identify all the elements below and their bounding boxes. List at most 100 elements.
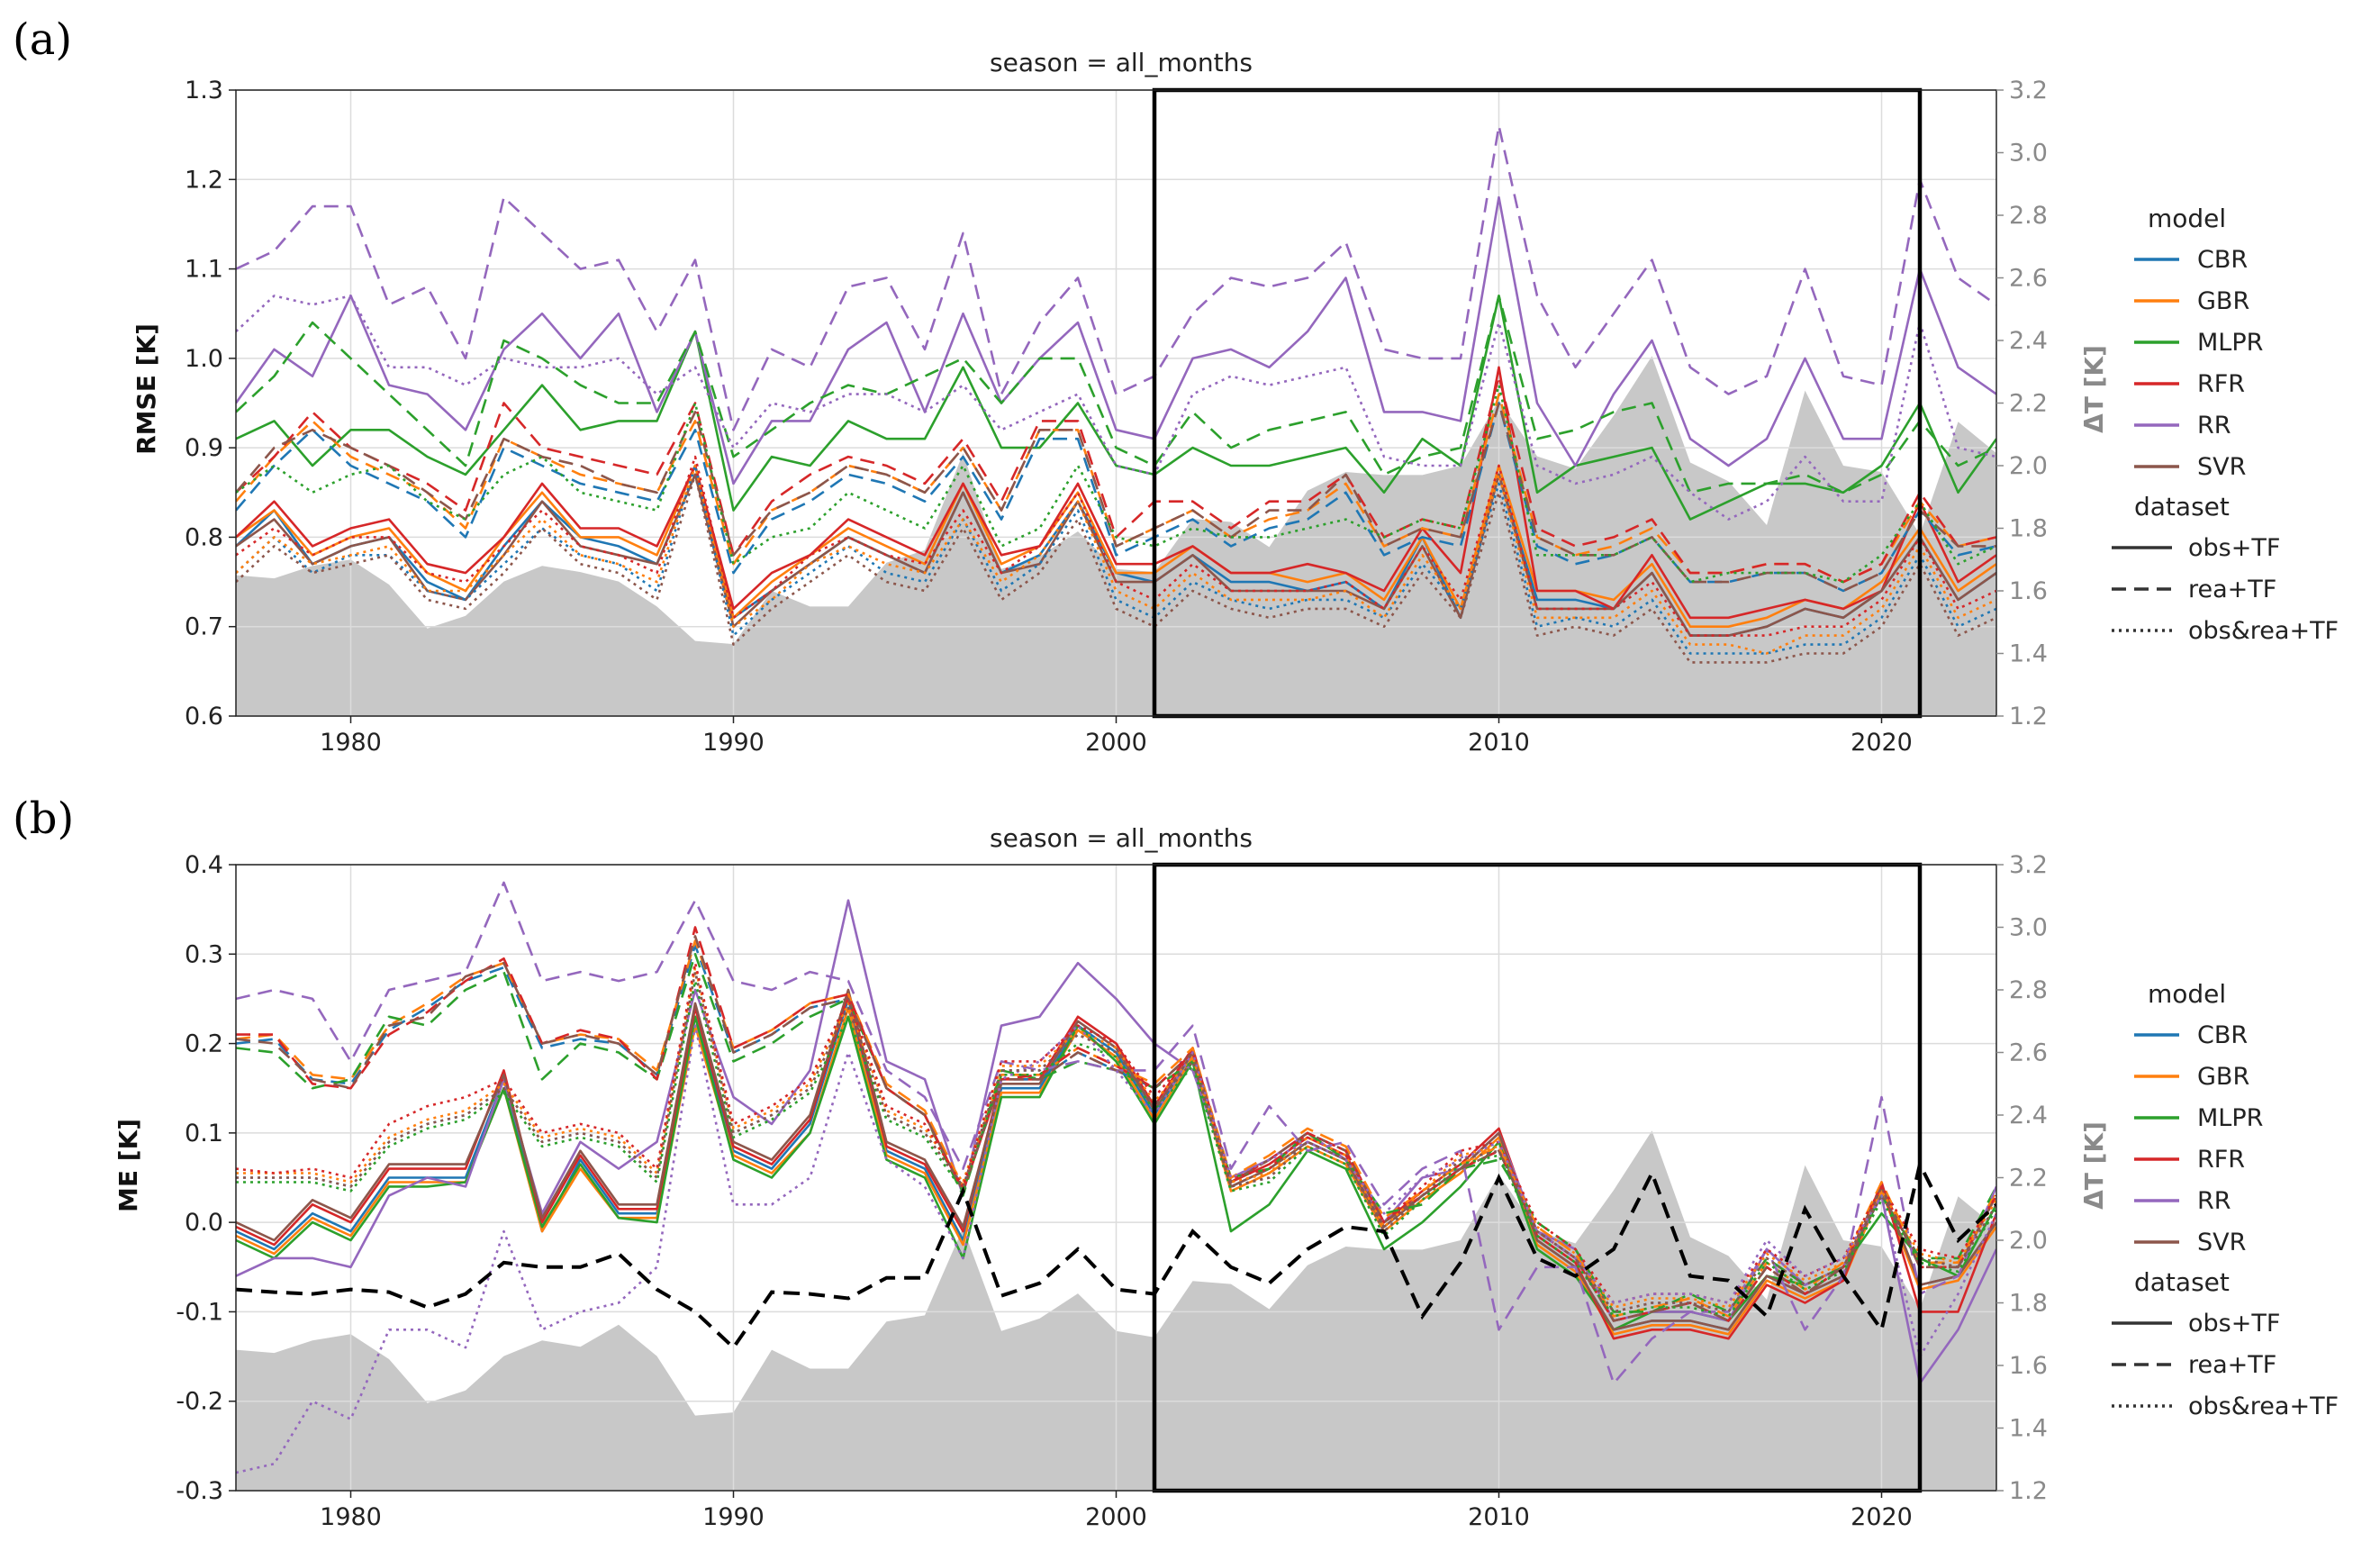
series-svr-obsreatf xyxy=(236,970,1996,1313)
y-tick-label: 0.3 xyxy=(185,940,223,968)
legend-label-dataset: obs+TF xyxy=(2188,534,2280,562)
chart-title-a: season = all_months xyxy=(990,48,1253,77)
series-mlpr-obsreatf xyxy=(236,384,1996,584)
y2-tick-label: 1.4 xyxy=(2009,1415,2048,1443)
series-mlpr-reatf xyxy=(236,295,1996,494)
y2-tick-label: 1.4 xyxy=(2009,640,2048,668)
legend-b: model CBR GBR MLPR RFR RR SVR dataset obs+TF r… xyxy=(2112,979,2339,1420)
y-tick-label: 0.0 xyxy=(185,1209,223,1237)
legend-label-gbr: GBR xyxy=(2197,287,2249,315)
y2-tick-label: 2.8 xyxy=(2009,976,2048,1004)
series-lines-a xyxy=(236,124,1996,664)
y-tick-label: 1.1 xyxy=(185,256,223,284)
legend-label-rr: RR xyxy=(2197,1187,2231,1215)
x-tick-label: 1980 xyxy=(320,1503,382,1531)
y2-tick-label: 1.2 xyxy=(2009,1477,2048,1505)
x-tick-label: 1990 xyxy=(702,1503,765,1531)
series-gbr-obstf xyxy=(236,464,1996,629)
legend-label-rr: RR xyxy=(2197,412,2231,440)
legend-model-title: model xyxy=(2148,204,2226,233)
y2-tick-label: 1.8 xyxy=(2009,515,2048,543)
plot-area-b: -0.3 -0.2 -0.1 0.0 0.1 0.2 0.3 0.4 1.2 1.4 1.6 1.8 2… xyxy=(176,851,2048,1531)
x-tick-label: 2010 xyxy=(1468,1503,1530,1531)
y-tick-label: 0.9 xyxy=(185,434,223,462)
legend-label-cbr: CBR xyxy=(2197,1021,2248,1049)
y-tick-label: 0.2 xyxy=(185,1030,223,1058)
series-cbr-reatf xyxy=(236,402,1996,593)
y-tick-label: 1.0 xyxy=(185,345,223,373)
y-tick-label: 0.7 xyxy=(185,613,223,641)
series-svr-obsreatf xyxy=(236,473,1996,664)
legend-label-rfr: RFR xyxy=(2197,1146,2245,1174)
y-tick-label: -0.1 xyxy=(176,1298,223,1326)
series-lines-b xyxy=(236,881,1996,1474)
x-tick-label: 2020 xyxy=(1851,1503,1913,1531)
y2-tick-label: 2.2 xyxy=(2009,1165,2048,1193)
series-mlpr-obsreatf xyxy=(236,979,1996,1318)
chart-title-b: season = all_months xyxy=(990,823,1253,853)
y-tick-label: -0.3 xyxy=(176,1477,223,1505)
panel-label-b: (b) xyxy=(13,794,74,844)
legend-models: CBR GBR MLPR RFR RR SVR xyxy=(2134,246,2263,481)
y2-tick-label: 3.2 xyxy=(2009,851,2048,879)
series-svr-reatf xyxy=(236,402,1996,593)
legend-models: CBR GBR MLPR RFR RR SVR xyxy=(2134,1021,2263,1256)
y-axis-label-a: RMSE [K] xyxy=(131,323,161,455)
panel-b: (b) season = all_months ME [K] ΔT [K] -0… xyxy=(13,794,2109,1531)
y2-tick-label: 2.0 xyxy=(2009,452,2048,480)
y-tick-label: 0.1 xyxy=(185,1120,223,1147)
legend-label-mlpr: MLPR xyxy=(2197,329,2263,357)
y2-axis-label-a: ΔT [K] xyxy=(2079,345,2109,433)
legend-model-title: model xyxy=(2148,979,2226,1009)
y2-tick-label: 2.8 xyxy=(2009,202,2048,230)
y-axis-label-b: ME [K] xyxy=(113,1119,143,1212)
y2-tick-label: 2.2 xyxy=(2009,390,2048,418)
series-gbr-obsreatf xyxy=(236,464,1996,655)
y-tick-label: -0.2 xyxy=(176,1388,223,1416)
legend-a: model CBR GBR MLPR RFR RR SVR dataset obs+TF r… xyxy=(2112,204,2339,645)
legend-label-rfr: RFR xyxy=(2197,370,2245,398)
series-mlpr-obstf xyxy=(236,295,1996,521)
legend-dataset-title: dataset xyxy=(2134,492,2230,522)
series-svr-reatf xyxy=(236,935,1996,1322)
series-rfr-obsreatf xyxy=(236,961,1996,1304)
plot-area-a: 0.6 0.7 0.8 0.9 1.0 1.1 1.2 1.3 1.2 1.4 1.6 1.8 2.0 2… xyxy=(185,77,2048,757)
reference-line xyxy=(236,1158,1996,1351)
legend-label-dataset: rea+TF xyxy=(2188,576,2276,603)
legend-label-cbr: CBR xyxy=(2197,246,2248,274)
panel-label-a: (a) xyxy=(13,14,72,65)
y2-tick-label: 2.6 xyxy=(2009,1039,2048,1067)
y-tick-label: 1.2 xyxy=(185,166,223,194)
legend-datasets: obs+TF rea+TF obs&rea+TF xyxy=(2112,534,2339,645)
legend-label-svr: SVR xyxy=(2197,453,2246,481)
legend-label-mlpr: MLPR xyxy=(2197,1104,2263,1132)
y2-tick-label: 2.0 xyxy=(2009,1227,2048,1255)
series-gbr-obsreatf xyxy=(236,966,1996,1309)
legend-label-dataset: obs&rea+TF xyxy=(2188,1392,2339,1420)
y2-tick-label: 2.4 xyxy=(2009,327,2048,355)
series-rfr-obsreatf xyxy=(236,455,1996,637)
y2-tick-label: 3.2 xyxy=(2009,77,2048,104)
y2-tick-label: 3.0 xyxy=(2009,914,2048,942)
y2-axis-label-b: ΔT [K] xyxy=(2079,1121,2109,1210)
legend-label-dataset: obs&rea+TF xyxy=(2188,617,2339,645)
y-tick-label: 0.8 xyxy=(185,523,223,551)
y-tick-label: 1.3 xyxy=(185,77,223,104)
y2-tick-label: 3.0 xyxy=(2009,140,2048,168)
x-tick-label: 2010 xyxy=(1468,729,1530,757)
legend-label-svr: SVR xyxy=(2197,1229,2246,1256)
y-tick-label: 0.6 xyxy=(185,703,223,730)
y2-tick-label: 1.6 xyxy=(2009,1352,2048,1380)
legend-dataset-title: dataset xyxy=(2134,1267,2230,1297)
series-rr-obstf xyxy=(236,195,1996,485)
y-tick-label: 0.4 xyxy=(185,851,223,879)
panel-a: (a) season = all_months RMSE [K] ΔT [K] … xyxy=(13,14,2109,757)
x-tick-label: 1990 xyxy=(702,729,765,757)
legend-label-gbr: GBR xyxy=(2197,1063,2249,1091)
y2-tick-label: 2.6 xyxy=(2009,265,2048,293)
series-rr-reatf xyxy=(236,124,1996,431)
x-tick-label: 2020 xyxy=(1851,729,1913,757)
legend-label-dataset: obs+TF xyxy=(2188,1310,2280,1338)
y2-tick-label: 2.4 xyxy=(2009,1102,2048,1129)
